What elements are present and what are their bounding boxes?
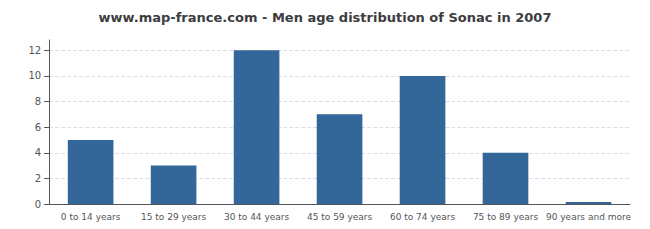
svg-text:0 to 14 years: 0 to 14 years	[61, 212, 121, 222]
svg-text:75 to 89 years: 75 to 89 years	[473, 212, 539, 222]
svg-text:30 to 44 years: 30 to 44 years	[224, 212, 290, 222]
svg-text:45 to 59 years: 45 to 59 years	[307, 212, 373, 222]
svg-text:12: 12	[28, 45, 41, 56]
svg-text:www.map-france.com - Men age d: www.map-france.com - Men age distributio…	[99, 10, 552, 25]
svg-text:60 to 74 years: 60 to 74 years	[390, 212, 456, 222]
svg-text:4: 4	[35, 147, 41, 158]
svg-text:2: 2	[35, 173, 41, 184]
svg-text:8: 8	[35, 96, 41, 107]
svg-text:0: 0	[35, 199, 41, 210]
svg-text:6: 6	[35, 122, 41, 133]
svg-text:10: 10	[28, 70, 41, 81]
svg-text:90 years and more: 90 years and more	[546, 212, 632, 222]
svg-text:15 to 29 years: 15 to 29 years	[141, 212, 207, 222]
